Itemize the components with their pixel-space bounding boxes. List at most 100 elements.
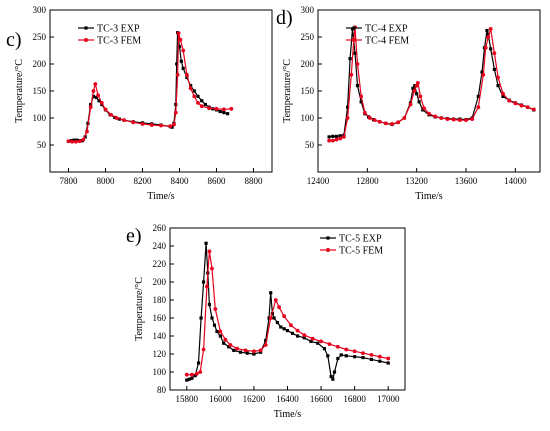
series-line-fem <box>186 251 389 376</box>
data-point-fem <box>408 102 413 107</box>
x-tick-label: 8000 <box>97 176 116 186</box>
y-tick-label: 150 <box>33 86 47 96</box>
data-point-fem <box>268 316 273 320</box>
data-point-fem <box>207 106 212 111</box>
data-point-fem <box>492 51 497 56</box>
data-point-fem <box>131 120 136 125</box>
data-point-fem <box>330 138 335 143</box>
data-point-fem <box>507 98 512 103</box>
data-point-exp <box>492 67 496 71</box>
x-tick-label: 16000 <box>209 394 232 404</box>
x-tick-label: 16400 <box>276 394 299 404</box>
data-point-fem <box>199 104 204 109</box>
data-point-exp <box>264 338 268 343</box>
data-point-exp <box>489 47 493 51</box>
data-point-exp <box>218 334 222 338</box>
y-tick-label: 150 <box>301 86 315 96</box>
data-point-fem <box>427 111 431 116</box>
data-point-fem <box>228 343 233 347</box>
data-point-fem <box>188 86 193 91</box>
data-point-fem <box>252 349 256 354</box>
data-point-fem <box>201 347 206 352</box>
x-tick-label: 15800 <box>176 394 199 404</box>
data-point-exp <box>415 92 419 96</box>
data-point-exp <box>327 135 331 139</box>
data-point-exp <box>170 125 174 129</box>
data-point-exp <box>189 84 193 88</box>
data-point-exp <box>369 357 374 361</box>
legend-marker <box>84 38 88 42</box>
data-point-exp <box>222 341 226 345</box>
data-point-exp <box>346 105 350 109</box>
data-point-fem <box>205 284 209 289</box>
data-point-exp <box>215 329 219 334</box>
data-point-exp <box>227 345 231 349</box>
x-tick-label: 12400 <box>307 176 330 186</box>
data-point-fem <box>66 139 71 144</box>
chart-panel-2: 12400 12800 13200 13600 14000 50 100 150 200 250 3… <box>276 5 541 202</box>
data-point-exp <box>421 108 425 112</box>
data-point-fem <box>172 122 176 127</box>
y-tick-label: 180 <box>153 295 167 305</box>
data-point-exp <box>238 350 243 354</box>
data-point-fem <box>122 118 126 123</box>
data-point-fem <box>185 72 189 77</box>
data-point-fem <box>488 27 493 31</box>
data-point-exp <box>348 57 352 61</box>
data-point-exp <box>279 325 283 329</box>
data-point-fem <box>402 116 407 120</box>
data-point-fem <box>207 249 212 254</box>
data-point-exp <box>232 348 236 352</box>
data-point-exp <box>282 327 286 331</box>
data-point-fem <box>372 118 377 123</box>
data-point-exp <box>91 94 96 98</box>
data-point-fem <box>349 72 354 77</box>
data-point-fem <box>178 37 183 42</box>
data-point-fem <box>470 117 475 121</box>
data-point-fem <box>88 105 93 110</box>
data-point-fem <box>319 339 323 344</box>
legend-marker <box>326 248 330 252</box>
data-point-exp <box>334 134 339 138</box>
data-point-exp <box>196 94 200 98</box>
data-point-exp <box>309 339 313 343</box>
data-point-exp <box>302 336 306 340</box>
data-point-exp <box>187 377 191 381</box>
legend-marker <box>326 236 330 240</box>
x-tick-label: 7800 <box>60 176 79 186</box>
data-point-exp <box>203 102 207 107</box>
data-point-fem <box>149 123 154 127</box>
data-point-fem <box>355 62 360 66</box>
data-point-exp <box>485 28 489 33</box>
x-tick-label: 17000 <box>377 394 400 404</box>
data-point-exp <box>226 112 230 116</box>
data-point-fem <box>214 106 219 111</box>
data-point-exp <box>496 84 500 88</box>
x-tick-label: 8800 <box>245 176 264 186</box>
data-point-exp <box>316 341 320 345</box>
data-point-fem <box>168 124 173 128</box>
data-point-fem <box>74 139 78 144</box>
x-axis-label: Time/s <box>274 409 302 420</box>
data-point-fem <box>361 351 365 355</box>
data-point-fem <box>99 100 104 105</box>
data-point-fem <box>525 105 530 110</box>
data-point-exp <box>275 320 280 325</box>
data-point-exp <box>199 316 203 320</box>
x-tick-label: 13600 <box>455 176 478 186</box>
data-point-exp <box>201 280 206 284</box>
data-point-fem <box>335 344 340 349</box>
legend-label: TC-3 EXP <box>97 24 140 35</box>
data-point-exp <box>272 316 276 320</box>
data-point-exp <box>329 374 333 379</box>
data-point-fem <box>302 333 307 337</box>
data-point-fem <box>181 48 186 53</box>
series-line-fem <box>329 27 535 142</box>
data-point-fem <box>263 343 268 347</box>
data-point-fem <box>93 82 98 86</box>
y-tick-label: 50 <box>37 140 47 150</box>
data-point-exp <box>480 70 484 74</box>
data-point-exp <box>338 134 342 138</box>
x-tick-label: 8200 <box>134 176 153 186</box>
